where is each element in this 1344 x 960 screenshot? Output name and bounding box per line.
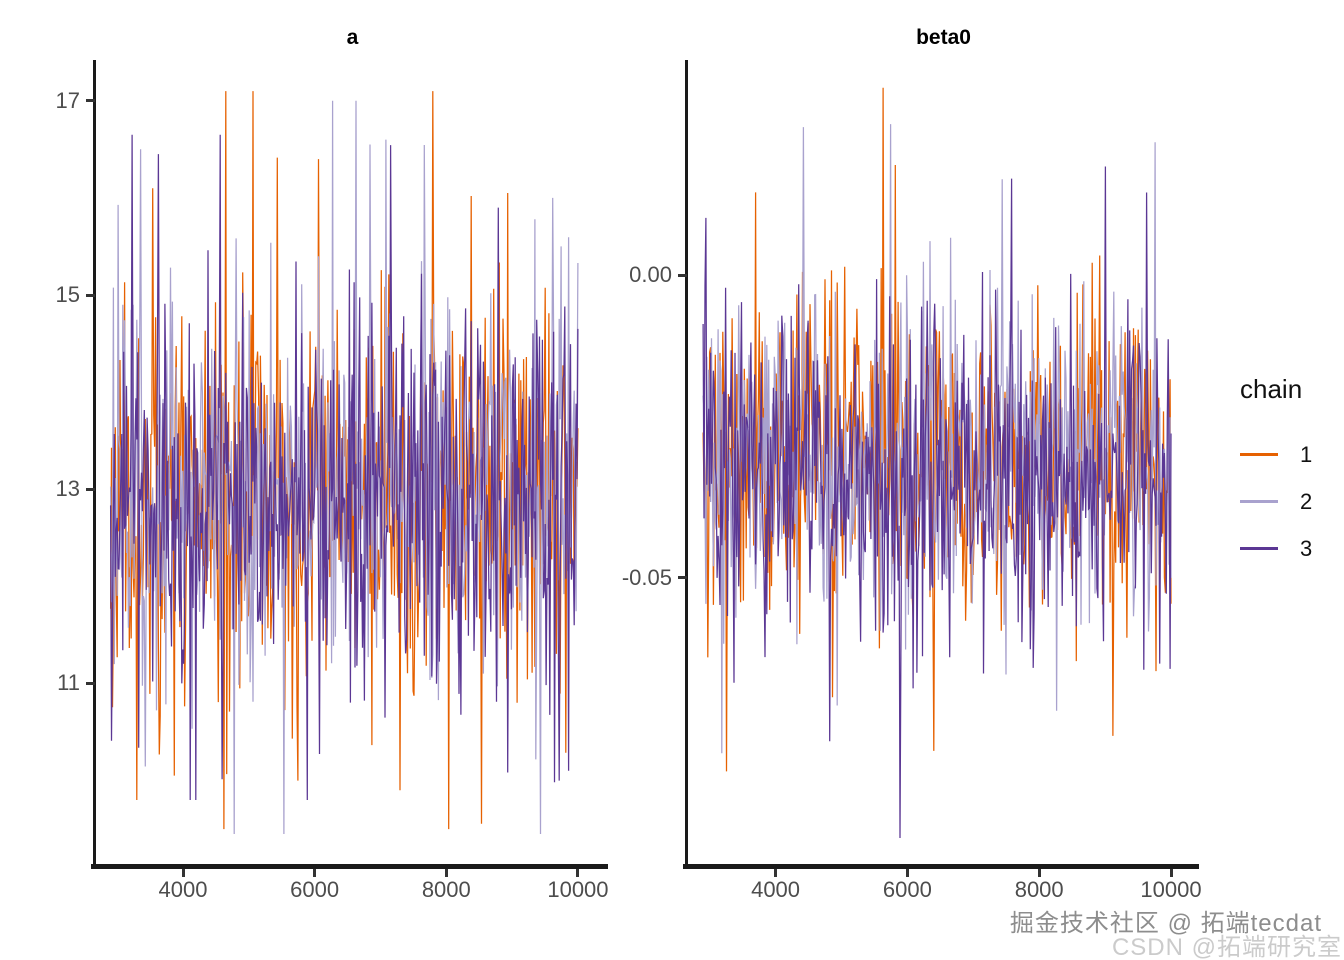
x-tick-label: 4000 xyxy=(751,877,801,902)
chain-2-line-swatch xyxy=(1240,500,1278,503)
panel-title-a: a xyxy=(346,26,359,49)
y-axis-line-beta0 xyxy=(685,60,688,867)
trace-panel-a xyxy=(109,91,579,835)
y-tick-mark xyxy=(678,576,687,580)
chain-1-line-swatch xyxy=(1240,453,1278,456)
x-tick-mark xyxy=(576,869,580,877)
y-tick-mark xyxy=(86,681,95,685)
y-tick-mark xyxy=(86,293,95,297)
x-tick-label: 8000 xyxy=(421,877,471,902)
x-tick-mark xyxy=(774,869,778,877)
chain-legend: chain 1 2 3 xyxy=(1240,374,1312,572)
y-tick-label: 17 xyxy=(55,87,80,113)
y-tick-mark xyxy=(86,99,95,103)
x-axis-line-beta0 xyxy=(683,864,1199,869)
panel-title-beta0: beta0 xyxy=(916,26,971,49)
legend-title: chain xyxy=(1240,374,1303,404)
x-tick-label: 4000 xyxy=(158,877,208,902)
y-tick-label: 15 xyxy=(55,282,80,307)
x-tick-label: 6000 xyxy=(290,877,340,902)
x-tick-label: 8000 xyxy=(1014,877,1064,902)
x-tick-mark xyxy=(1169,869,1173,877)
chain-3-line-swatch xyxy=(1240,547,1278,550)
watermark-line-1: 掘金技术社区 @ 拓端tecdat xyxy=(1009,910,1322,937)
trace-chain-3 xyxy=(702,166,1172,839)
x-tick-mark xyxy=(444,869,448,877)
x-tick-label: 6000 xyxy=(882,877,932,902)
y-tick-label: 0.00 xyxy=(629,262,672,288)
trace-panel-beta0 xyxy=(702,87,1172,839)
watermark-line-2: CSDN @拓端研究室 xyxy=(1111,934,1342,960)
legend-label-chain-3: 3 xyxy=(1300,535,1313,561)
x-tick-label: 10000 xyxy=(547,877,609,902)
legend-item-chain-1: 1 xyxy=(1240,431,1312,478)
x-tick-mark xyxy=(313,869,317,877)
y-tick-mark xyxy=(678,273,687,277)
x-tick-mark xyxy=(905,869,909,877)
x-tick-mark xyxy=(181,869,185,877)
x-tick-label: 10000 xyxy=(1140,877,1202,902)
legend-label-chain-1: 1 xyxy=(1300,441,1313,467)
legend-item-chain-2: 2 xyxy=(1240,478,1312,525)
trace-chain-3 xyxy=(109,134,579,801)
y-tick-label: 11 xyxy=(57,670,80,696)
x-tick-mark xyxy=(1037,869,1041,877)
y-axis-line-a xyxy=(93,60,96,867)
y-tick-label: -0.05 xyxy=(621,564,672,590)
legend-label-chain-2: 2 xyxy=(1300,488,1313,514)
y-tick-label: 13 xyxy=(55,476,80,502)
legend-item-chain-3: 3 xyxy=(1240,525,1312,572)
y-tick-mark xyxy=(86,487,95,491)
x-axis-line-a xyxy=(91,864,608,869)
